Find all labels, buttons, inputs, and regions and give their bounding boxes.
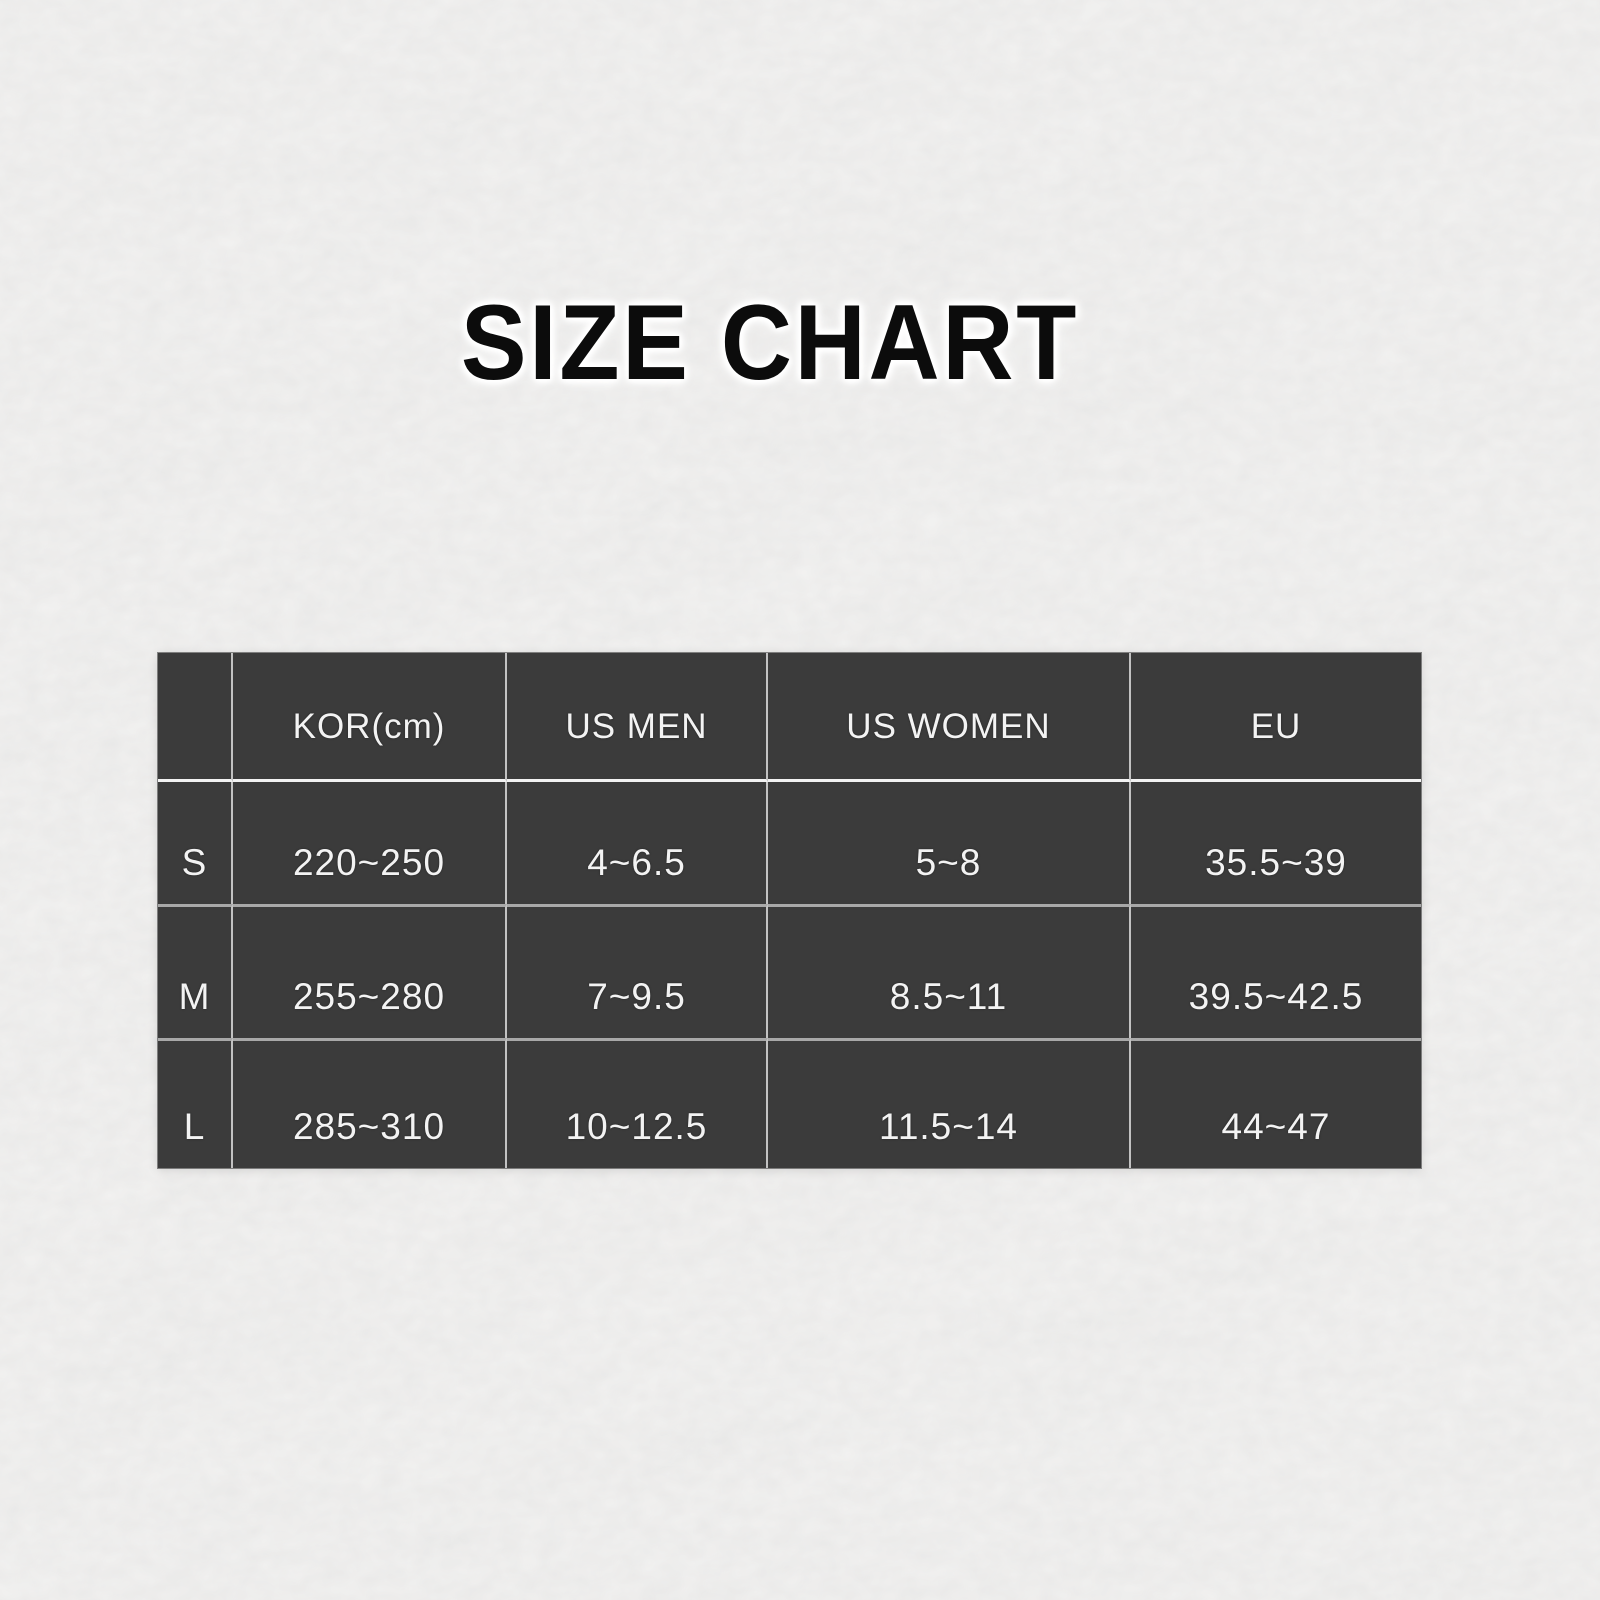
cell-m-eu: 39.5~42.5	[1131, 904, 1421, 1038]
page-title: SIZE CHART	[460, 282, 1080, 402]
column-header-eu: EU	[1131, 653, 1421, 782]
cell-s-us-women: 5~8	[768, 782, 1131, 904]
cell-l-us-women: 11.5~14	[768, 1038, 1131, 1168]
cell-l-kor: 285~310	[233, 1038, 507, 1168]
column-header-kor: KOR(cm)	[233, 653, 507, 782]
page-title-wrap: SIZE CHART	[0, 280, 1570, 404]
cell-s-us-men: 4~6.5	[507, 782, 768, 904]
row-label-s: S	[158, 782, 233, 904]
cell-s-eu: 35.5~39	[1205, 842, 1347, 883]
column-header-size	[158, 653, 233, 782]
column-header-us-men: US MEN	[507, 653, 768, 782]
cell-m-us-men: 7~9.5	[507, 904, 768, 1038]
column-header-us-women: US WOMEN	[768, 653, 1131, 782]
row-label-l: L	[158, 1038, 233, 1168]
cell-l-us-men: 10~12.5	[507, 1038, 768, 1168]
cell-m-us-women: 8.5~11	[768, 904, 1131, 1038]
cell-s-kor: 220~250	[233, 782, 507, 904]
cell-m-kor: 255~280	[233, 904, 507, 1038]
cell-l-eu: 44~47	[1131, 1038, 1421, 1168]
size-chart-table: KOR(cm) US MEN US WOMEN EU S 220~250 4~6…	[158, 653, 1421, 1168]
row-label-m: M	[158, 904, 233, 1038]
